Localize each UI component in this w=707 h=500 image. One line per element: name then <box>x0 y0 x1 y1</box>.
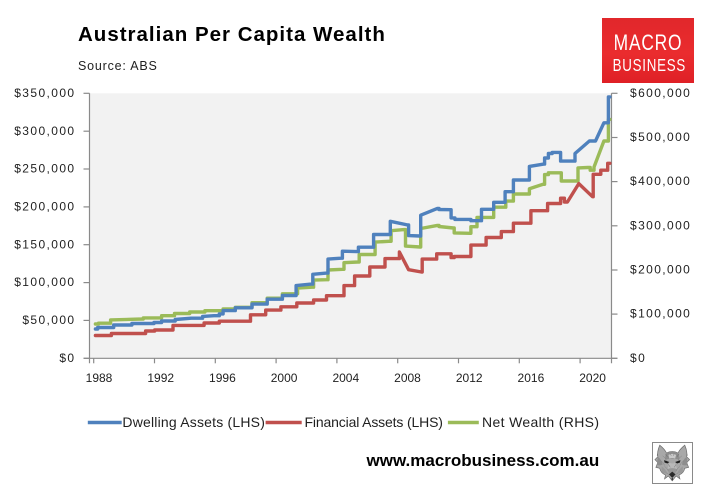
svg-text:1992: 1992 <box>147 371 174 385</box>
svg-text:2000: 2000 <box>271 371 298 385</box>
svg-text:Net Wealth (RHS): Net Wealth (RHS) <box>482 414 599 430</box>
svg-text:Financial Assets (LHS): Financial Assets (LHS) <box>305 414 443 430</box>
svg-text:1996: 1996 <box>209 371 236 385</box>
svg-text:$50,000: $50,000 <box>22 313 75 327</box>
svg-text:Dwelling Assets (LHS): Dwelling Assets (LHS) <box>122 414 265 430</box>
svg-text:1988: 1988 <box>86 371 113 385</box>
svg-text:2012: 2012 <box>456 371 483 385</box>
svg-text:2004: 2004 <box>332 371 359 385</box>
svg-text:2016: 2016 <box>518 371 545 385</box>
svg-text:$100,000: $100,000 <box>630 307 691 321</box>
svg-text:$500,000: $500,000 <box>630 130 691 144</box>
svg-text:$300,000: $300,000 <box>630 218 691 232</box>
svg-text:$0: $0 <box>630 351 646 365</box>
svg-text:$100,000: $100,000 <box>14 275 75 289</box>
svg-text:$0: $0 <box>59 351 75 365</box>
svg-text:$250,000: $250,000 <box>14 162 75 176</box>
svg-text:$350,000: $350,000 <box>14 86 75 100</box>
svg-text:$150,000: $150,000 <box>14 237 75 251</box>
svg-text:$200,000: $200,000 <box>630 263 691 277</box>
svg-text:$200,000: $200,000 <box>14 200 75 214</box>
svg-text:$300,000: $300,000 <box>14 124 75 138</box>
svg-text:2008: 2008 <box>394 371 421 385</box>
svg-text:2020: 2020 <box>579 371 606 385</box>
svg-text:$400,000: $400,000 <box>630 174 691 188</box>
svg-text:$600,000: $600,000 <box>630 86 691 100</box>
